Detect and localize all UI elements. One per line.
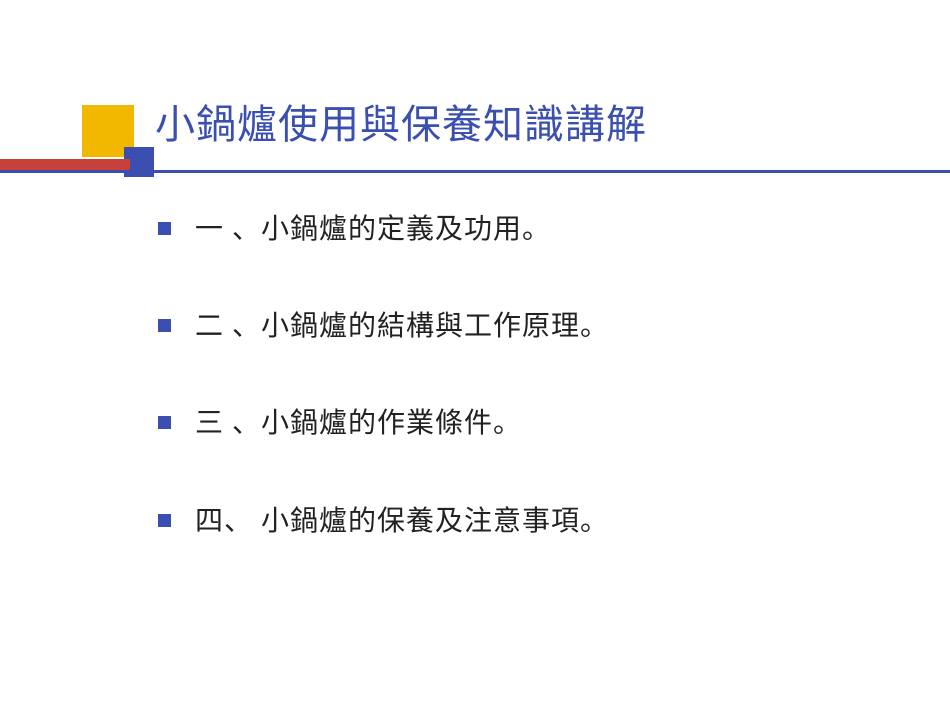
red-underline-accent [0,159,130,170]
bullet-icon [158,416,171,429]
item-text: 三 、小鍋爐的作業條件。 [195,404,522,443]
title-divider-line [0,170,950,173]
bullet-icon [158,514,171,527]
list-item: 一 、小鍋爐的定義及功用。 [158,210,858,249]
list-item: 四、 小鍋爐的保養及注意事項。 [158,502,858,541]
bullet-icon [158,319,171,332]
item-text: 一 、小鍋爐的定義及功用。 [195,210,551,249]
slide-container: 小鍋爐使用與保養知識講解 一 、小鍋爐的定義及功用。 二 、小鍋爐的結構與工作原… [0,0,950,713]
list-item: 三 、小鍋爐的作業條件。 [158,404,858,443]
item-text: 二 、小鍋爐的結構與工作原理。 [195,307,609,346]
item-text: 四、 小鍋爐的保養及注意事項。 [195,502,609,541]
content-list: 一 、小鍋爐的定義及功用。 二 、小鍋爐的結構與工作原理。 三 、小鍋爐的作業條… [158,210,858,599]
bullet-icon [158,222,171,235]
slide-title: 小鍋爐使用與保養知識講解 [155,92,647,150]
list-item: 二 、小鍋爐的結構與工作原理。 [158,307,858,346]
